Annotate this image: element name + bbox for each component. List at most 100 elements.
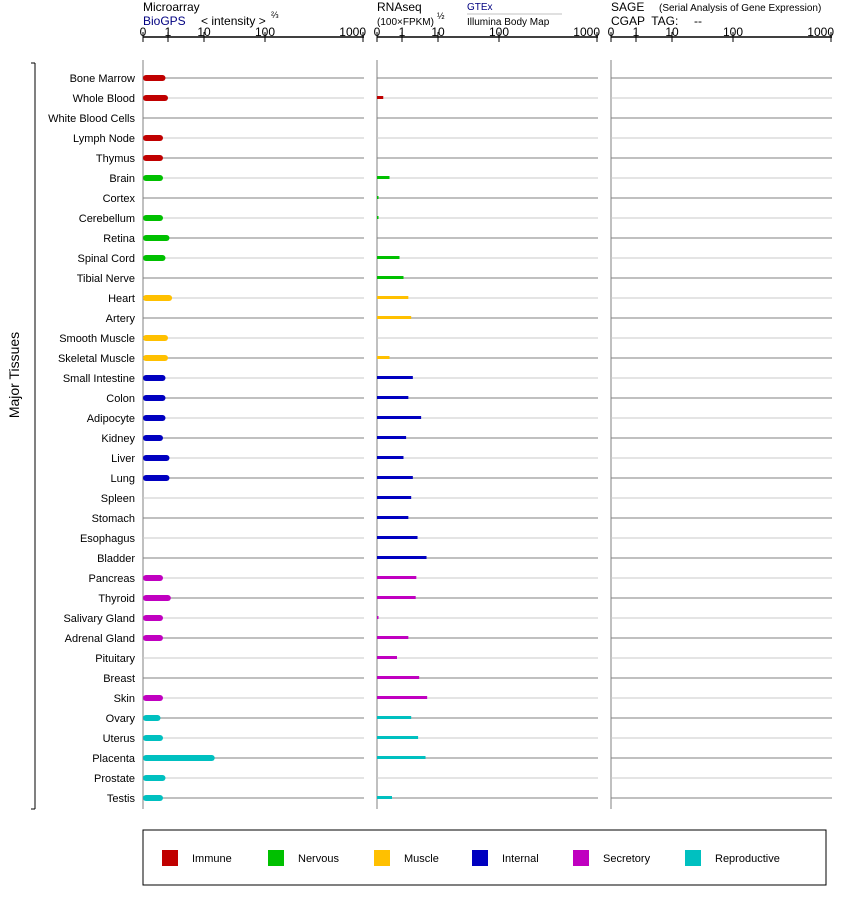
x-tick-label: 0 xyxy=(608,25,615,39)
bar xyxy=(377,556,427,559)
tissue-label: Ovary xyxy=(106,713,136,725)
panel2-title: RNAseq xyxy=(377,0,422,14)
tissue-label: Brain xyxy=(109,173,135,185)
x-tick-label: 100 xyxy=(489,25,509,39)
tissue-label: Lymph Node xyxy=(73,133,135,145)
x-tick-label: 1 xyxy=(399,25,406,39)
panel3-tag-value: -- xyxy=(694,14,702,28)
tissue-label: Artery xyxy=(106,313,136,325)
bar xyxy=(377,696,428,699)
bar xyxy=(377,636,409,639)
bar xyxy=(377,396,409,399)
tissue-label: Smooth Muscle xyxy=(59,333,135,345)
x-tick-label: 1000 xyxy=(573,25,600,39)
bar xyxy=(143,255,166,261)
legend-swatch xyxy=(162,850,178,866)
bar xyxy=(377,96,384,99)
tissue-label: Testis xyxy=(107,793,136,805)
panel-1: 0 1 10 100 1000 xyxy=(140,25,366,809)
x-tick-label: 100 xyxy=(255,25,275,39)
tissue-label: Thyroid xyxy=(98,593,135,605)
bar xyxy=(143,755,215,761)
legend-label: Secretory xyxy=(603,853,651,865)
bar xyxy=(143,695,163,701)
tissue-label: Spleen xyxy=(101,493,135,505)
tissue-label: Kidney xyxy=(101,433,135,445)
bar xyxy=(377,456,404,459)
tissue-label: Skeletal Muscle xyxy=(58,353,135,365)
bar xyxy=(377,416,422,419)
bar xyxy=(377,216,379,219)
tissue-labels: Bone Marrow Whole Blood White Blood Cells L… xyxy=(48,73,136,805)
bar xyxy=(143,615,163,621)
x-tick-label: 1000 xyxy=(807,25,834,39)
legend-swatch xyxy=(573,850,589,866)
bar xyxy=(377,576,417,579)
bar xyxy=(143,175,163,181)
bar xyxy=(143,415,166,421)
panel2-source-illumina: Illumina Body Map xyxy=(467,17,550,28)
panel3-subtitle: CGAP TAG: xyxy=(611,14,678,28)
legend-label: Immune xyxy=(192,853,232,865)
tissue-label: Placenta xyxy=(92,753,136,765)
x-tick-label: 0 xyxy=(140,25,147,39)
legend: Immune Nervous Muscle Internal Secretory Repr… xyxy=(162,850,780,866)
bar xyxy=(143,75,166,81)
bar xyxy=(377,536,418,539)
tissue-label: Pituitary xyxy=(95,653,135,665)
panel3-title: SAGE xyxy=(611,0,644,14)
x-tick-label: 100 xyxy=(723,25,743,39)
bar xyxy=(143,595,171,601)
bar xyxy=(377,496,412,499)
bar xyxy=(377,436,407,439)
bar xyxy=(143,575,163,581)
tissue-label: Liver xyxy=(111,453,135,465)
bar xyxy=(143,635,163,641)
tissue-label: Stomach xyxy=(92,513,135,525)
bar xyxy=(377,316,412,319)
x-tick-label: 10 xyxy=(431,25,445,39)
panel2-source-gtex: GTEx xyxy=(467,2,493,13)
bar xyxy=(377,736,419,739)
bar xyxy=(377,276,404,279)
legend-label: Internal xyxy=(502,853,539,865)
tissue-label: Prostate xyxy=(94,773,135,785)
bar xyxy=(143,475,170,481)
panel1-axis-note-sup: ⅔ xyxy=(271,10,279,20)
bar xyxy=(143,735,163,741)
bar xyxy=(377,476,413,479)
tissue-label: Adipocyte xyxy=(87,413,135,425)
bar xyxy=(377,756,426,759)
legend-label: Muscle xyxy=(404,853,439,865)
x-tick-label: 10 xyxy=(665,25,679,39)
x-tick-label: 0 xyxy=(374,25,381,39)
panel1-title: Microarray xyxy=(143,0,200,14)
panels: 0 1 10 100 1000 0 1 10 100 1000 0 1 10 100 1000 xyxy=(140,25,834,809)
bar xyxy=(143,715,161,721)
bar xyxy=(143,375,166,381)
panel-3: 0 1 10 100 1000 xyxy=(608,25,834,809)
panel1-axis-note: < intensity > xyxy=(201,14,266,28)
tissue-label: Retina xyxy=(103,233,136,245)
bar xyxy=(143,795,163,801)
legend-swatch xyxy=(268,850,284,866)
tissue-label: Colon xyxy=(106,393,135,405)
tissue-label: White Blood Cells xyxy=(48,113,135,125)
bar xyxy=(143,295,173,301)
bar xyxy=(377,376,413,379)
bar xyxy=(377,616,379,619)
tissue-label: Small Intestine xyxy=(63,373,135,385)
bar xyxy=(377,296,409,299)
bar xyxy=(377,596,416,599)
bar xyxy=(143,335,168,341)
tissue-label: Spinal Cord xyxy=(78,253,135,265)
tissue-label: Salivary Gland xyxy=(63,613,135,625)
bar xyxy=(143,215,163,221)
tissue-label: Bone Marrow xyxy=(70,73,135,85)
bar xyxy=(377,716,412,719)
legend-swatch xyxy=(374,850,390,866)
panel2-subtitle-sup: ½ xyxy=(437,11,445,21)
panel2-subtitle: (100×FPKM) xyxy=(377,17,434,28)
bar xyxy=(143,435,163,441)
